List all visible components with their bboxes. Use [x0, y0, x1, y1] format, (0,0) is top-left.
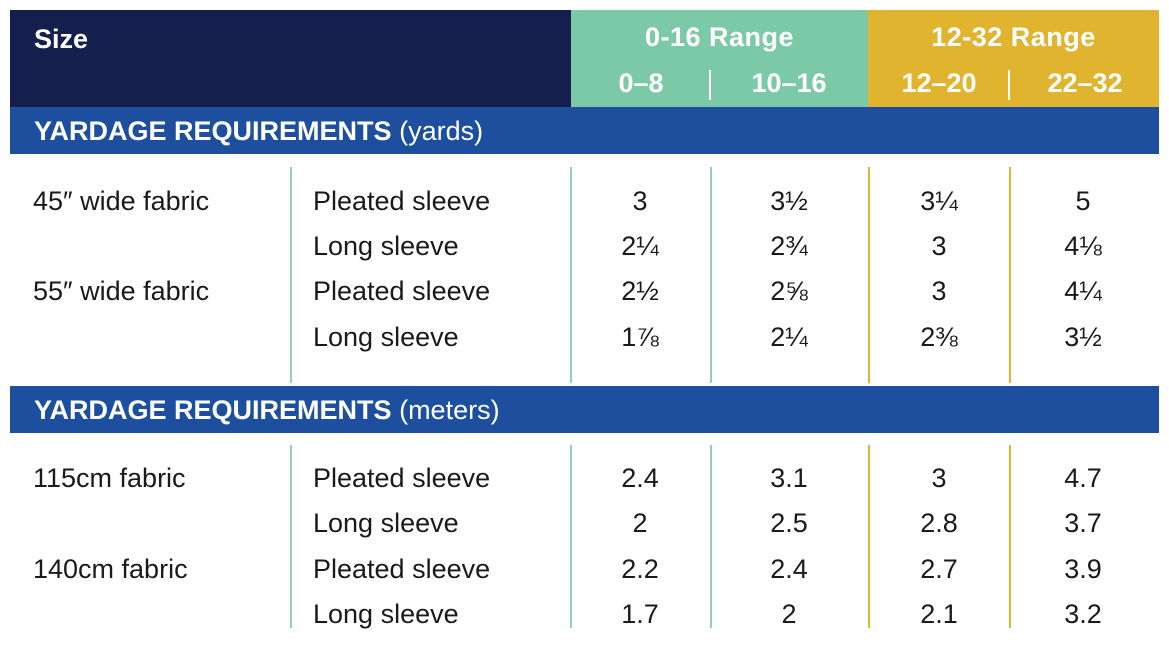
value-cell: 2 [632, 508, 648, 538]
sleeve-label: Pleated sleeve [313, 186, 491, 216]
value-cell: 2.1 [920, 599, 958, 629]
section-band-yards: YARDAGE REQUIREMENTS (yards) [10, 107, 1159, 154]
value-cell: 3½ [770, 186, 808, 216]
range-title: 0-16 Range [644, 22, 795, 52]
column-divider [570, 167, 572, 383]
value-cell: 2.5 [770, 508, 808, 538]
value-cell: 2¼ [770, 322, 808, 352]
value-cell: 2.4 [770, 554, 808, 584]
value-cell: 3.1 [770, 463, 808, 493]
value-cell: 2⅜ [920, 322, 958, 352]
value-cell: 2.8 [920, 508, 958, 538]
value-cell: 3½ [1064, 322, 1102, 352]
size-header: Size [10, 10, 571, 107]
size-column-0-8: 0–8 [618, 68, 664, 98]
value-cell: 2.4 [621, 463, 659, 493]
range-header-0-16: 0-16 Range 0–8 10–16 [571, 10, 868, 107]
value-cell: 3.7 [1064, 508, 1102, 538]
fabric-label: 115cm fabric [33, 463, 186, 493]
column-divider [710, 445, 712, 628]
value-cell: 3 [931, 276, 947, 306]
column-divider [290, 167, 292, 383]
value-cell: 3 [632, 186, 648, 216]
value-cell: 3 [931, 231, 947, 261]
section-title: YARDAGE REQUIREMENTS (yards) [34, 116, 484, 146]
size-column-12-20: 12–20 [901, 68, 977, 98]
value-cell: 2¾ [770, 231, 808, 261]
sleeve-label: Pleated sleeve [313, 463, 491, 493]
column-divider [710, 167, 712, 383]
column-divider [570, 445, 572, 628]
value-cell: 3.2 [1064, 599, 1102, 629]
sleeve-label: Pleated sleeve [313, 554, 491, 584]
sleeve-label: Long sleeve [313, 599, 459, 629]
range-title: 12-32 Range [931, 22, 1096, 52]
value-cell: 1⅞ [621, 322, 659, 352]
value-cell: 2 [781, 599, 797, 629]
value-cell: 4¼ [1064, 276, 1102, 306]
sleeve-label: Long sleeve [313, 508, 459, 538]
value-cell: 2½ [621, 276, 659, 306]
section-title: YARDAGE REQUIREMENTS (meters) [34, 395, 500, 425]
section-band-meters: YARDAGE REQUIREMENTS (meters) [10, 386, 1159, 433]
value-cell: 2¼ [621, 231, 659, 261]
size-column-22-32: 22–32 [1047, 68, 1123, 98]
column-divider [1009, 445, 1011, 628]
value-cell: 2⅝ [770, 276, 808, 306]
column-divider [1009, 167, 1011, 383]
sleeve-label: Long sleeve [313, 322, 459, 352]
value-cell: 2.7 [920, 554, 958, 584]
fabric-label: 45″ wide fabric [33, 186, 210, 216]
header-divider [1008, 70, 1010, 100]
sleeve-label: Long sleeve [313, 231, 459, 261]
header-divider [709, 70, 711, 100]
value-cell: 3.9 [1064, 554, 1102, 584]
value-cell: 4⅛ [1064, 231, 1102, 261]
column-divider [290, 445, 292, 628]
fabric-label: 140cm fabric [33, 554, 188, 584]
size-label: Size [34, 24, 89, 54]
value-cell: 4.7 [1064, 463, 1102, 493]
value-cell: 5 [1075, 186, 1091, 216]
value-cell: 1.7 [621, 599, 659, 629]
sleeve-label: Pleated sleeve [313, 276, 491, 306]
value-cell: 3 [931, 463, 947, 493]
range-header-12-32: 12-32 Range 12–20 22–32 [868, 10, 1159, 107]
value-cell: 2.2 [621, 554, 659, 584]
size-column-10-16: 10–16 [751, 68, 827, 98]
fabric-label: 55″ wide fabric [33, 276, 210, 306]
value-cell: 3¼ [920, 186, 958, 216]
column-divider [868, 445, 870, 628]
column-divider [868, 167, 870, 383]
